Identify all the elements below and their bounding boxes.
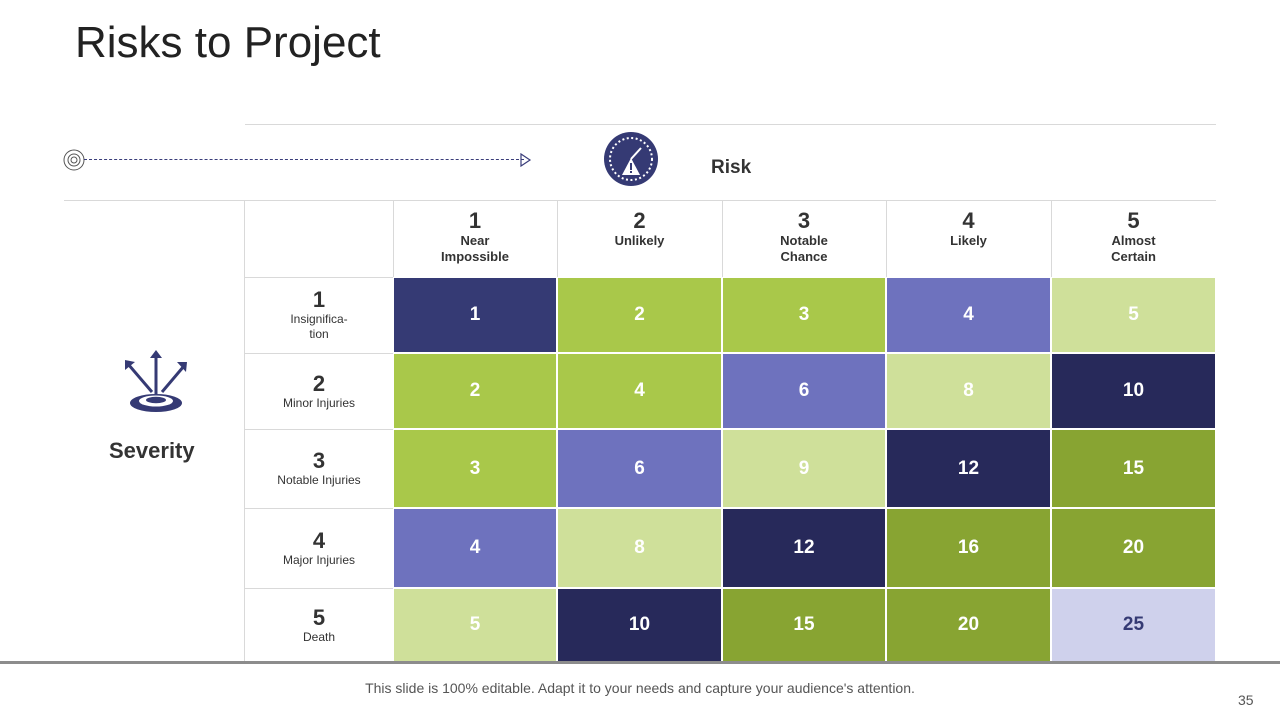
column-label: Notable Chance	[780, 233, 828, 264]
matrix-cell-r5-c2: 10	[557, 588, 722, 662]
column-header-3: 3 Notable Chance	[722, 201, 886, 277]
matrix-cell-r5-c1: 5	[393, 588, 557, 662]
column-label: Near Impossible	[441, 233, 509, 264]
matrix-cell-r2-c5: 10	[1051, 353, 1216, 429]
column-header-1: 1 Near Impossible	[393, 201, 557, 277]
row-number: 5	[312, 604, 326, 630]
matrix-cell-r1-c5: 5	[1051, 277, 1216, 353]
matrix-cell-r5-c4: 20	[886, 588, 1051, 662]
column-label: Likely	[950, 233, 987, 248]
row-header-5: 5 Death	[245, 588, 393, 662]
row-separator	[245, 353, 393, 354]
matrix-cell-r3-c5: 15	[1051, 429, 1216, 508]
row-number: 3	[312, 448, 326, 473]
matrix-cell-r4-c2: 8	[557, 508, 722, 588]
column-label: Unlikely	[614, 233, 665, 248]
column-header-4: 4 Likely	[886, 201, 1051, 277]
matrix-cell-r3-c3: 9	[722, 429, 886, 508]
severity-label: Severity	[109, 438, 195, 463]
page-number: 35	[1238, 692, 1254, 708]
risk-gauge-icon	[604, 132, 658, 186]
matrix-cell-r4-c3: 12	[722, 508, 886, 588]
column-number: 2	[633, 208, 646, 233]
column-separator	[393, 201, 394, 277]
row-number: 2	[312, 370, 326, 396]
footer-divider	[0, 661, 1280, 664]
top-divider	[245, 124, 1216, 125]
row-header-2: 2 Minor Injuries	[245, 353, 393, 429]
column-separator	[557, 201, 558, 277]
row-header-3: 3 Notable Injuries	[245, 429, 393, 508]
arrow-head-icon	[520, 153, 532, 167]
matrix-cell-r1-c2: 2	[557, 277, 722, 353]
matrix-cell-r1-c4: 4	[886, 277, 1051, 353]
matrix-cell-r5-c3: 15	[722, 588, 886, 662]
matrix-cell-r4-c4: 16	[886, 508, 1051, 588]
page-title: Risks to Project	[75, 18, 381, 67]
matrix-cell-r3-c4: 12	[886, 429, 1051, 508]
row-header-4: 4 Major Injuries	[245, 508, 393, 588]
column-separator	[722, 201, 723, 277]
row-separator	[245, 429, 393, 430]
column-separator	[886, 201, 887, 277]
row-label: Minor Injuries	[282, 395, 356, 410]
row-label: Death	[302, 629, 336, 644]
target-circle-icon	[63, 149, 85, 171]
matrix-cell-r3-c1: 3	[393, 429, 557, 508]
matrix-cell-r2-c4: 8	[886, 353, 1051, 429]
matrix-cell-r2-c2: 4	[557, 353, 722, 429]
column-header-2: 2 Unlikely	[557, 201, 722, 277]
row-separator	[245, 508, 393, 509]
column-number: 1	[468, 208, 482, 233]
row-separator	[245, 588, 393, 589]
row-label: Major Injuries	[282, 552, 356, 567]
row-label: Notable Injuries	[277, 473, 361, 487]
column-label: Almost Certain	[1111, 233, 1156, 264]
column-number: 5	[1127, 208, 1140, 233]
column-separator	[1051, 201, 1052, 277]
row-separator	[245, 277, 393, 278]
row-label: Insignifica- tion	[290, 312, 348, 341]
footer-text: This slide is 100% editable. Adapt it to…	[365, 680, 915, 696]
matrix-cell-r2-c1: 2	[393, 353, 557, 429]
matrix-cell-r1-c3: 3	[722, 277, 886, 353]
matrix-cell-r2-c3: 6	[722, 353, 886, 429]
row-number: 1	[312, 287, 326, 312]
matrix-cell-r1-c1: 1	[393, 277, 557, 353]
target-arrows-icon	[125, 350, 187, 412]
matrix-cell-r3-c2: 6	[557, 429, 722, 508]
matrix-cell-r5-c5: 25	[1051, 588, 1216, 662]
header-divider	[64, 200, 1216, 201]
row-header-divider	[244, 201, 245, 662]
column-number: 4	[962, 208, 975, 233]
column-number: 3	[797, 208, 811, 233]
dashed-arrow-line	[84, 159, 524, 160]
row-number: 4	[312, 527, 326, 553]
matrix-cell-r4-c5: 20	[1051, 508, 1216, 588]
risk-label: Risk	[711, 157, 752, 178]
row-header-1: 1 Insignifica- tion	[245, 277, 393, 353]
column-header-5: 5 Almost Certain	[1051, 201, 1216, 277]
matrix-cell-r4-c1: 4	[393, 508, 557, 588]
